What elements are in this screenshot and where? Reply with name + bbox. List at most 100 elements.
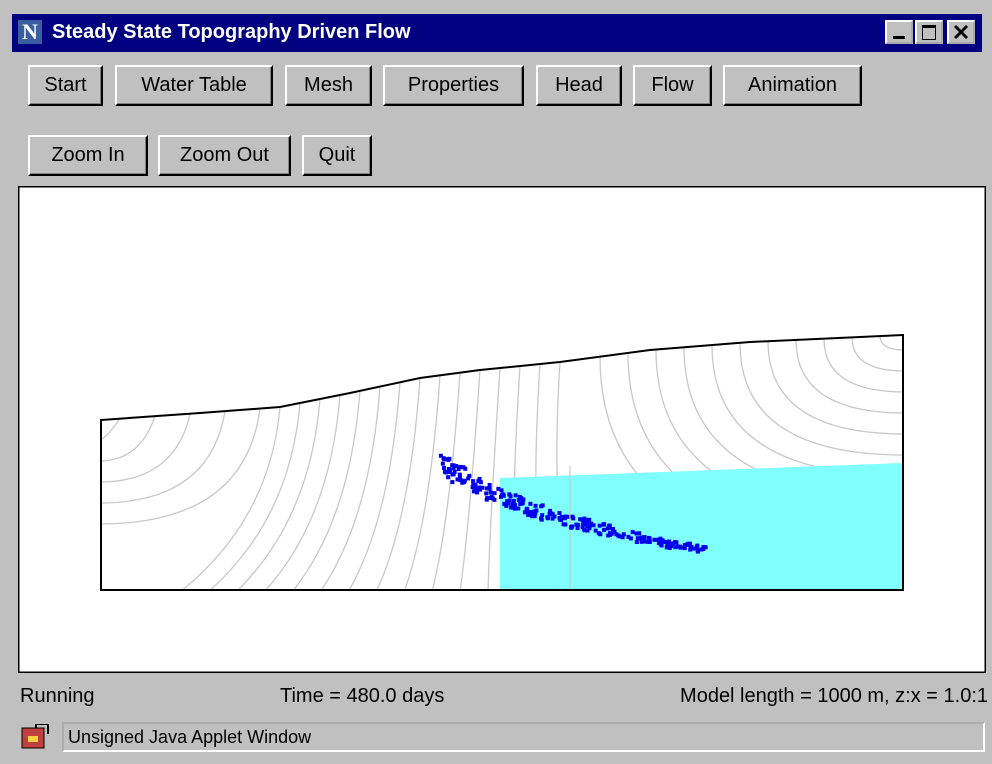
minimize-button[interactable] bbox=[885, 20, 913, 44]
model-canvas bbox=[18, 186, 986, 673]
particle bbox=[642, 535, 647, 540]
particle bbox=[694, 544, 699, 549]
particle bbox=[521, 497, 526, 502]
particle bbox=[507, 492, 512, 497]
particle bbox=[646, 535, 651, 540]
particle bbox=[487, 482, 492, 487]
particle bbox=[499, 494, 504, 499]
particle bbox=[558, 517, 563, 522]
toolbar-button[interactable]: Quit bbox=[302, 135, 372, 176]
particle bbox=[496, 486, 501, 491]
particle bbox=[585, 528, 590, 533]
toolbar-button[interactable]: Head bbox=[536, 65, 622, 106]
contour bbox=[375, 377, 421, 590]
particle bbox=[634, 540, 639, 545]
particle bbox=[511, 498, 516, 503]
particle bbox=[440, 461, 445, 466]
particle bbox=[512, 503, 517, 508]
particle bbox=[578, 517, 583, 522]
particle bbox=[488, 495, 493, 500]
toolbar-button[interactable]: Zoom In bbox=[28, 135, 148, 176]
particle bbox=[532, 509, 537, 514]
particle bbox=[475, 490, 480, 495]
particle bbox=[643, 539, 648, 544]
contour bbox=[101, 408, 261, 525]
particle bbox=[699, 547, 704, 552]
contour bbox=[431, 372, 461, 590]
particle bbox=[612, 529, 617, 534]
contour bbox=[823, 338, 903, 393]
particle bbox=[660, 539, 665, 544]
particle bbox=[580, 517, 585, 522]
particle bbox=[516, 506, 521, 511]
particle bbox=[587, 526, 592, 531]
particle bbox=[456, 467, 461, 472]
particle bbox=[480, 485, 485, 490]
contour bbox=[101, 413, 191, 483]
particle bbox=[488, 490, 493, 495]
toolbar-button[interactable]: Properties bbox=[383, 65, 524, 106]
particle bbox=[485, 486, 490, 491]
particle bbox=[476, 479, 481, 484]
particle bbox=[471, 479, 476, 484]
toolbar-button[interactable]: Zoom Out bbox=[158, 135, 291, 176]
particle bbox=[582, 516, 587, 521]
particle bbox=[550, 516, 555, 521]
particle bbox=[507, 498, 512, 503]
particle bbox=[528, 501, 533, 506]
particle bbox=[550, 511, 555, 516]
contour bbox=[767, 341, 903, 435]
particle bbox=[621, 532, 626, 537]
particle bbox=[454, 464, 459, 469]
particle bbox=[557, 511, 562, 516]
particle bbox=[470, 485, 475, 490]
particle bbox=[478, 487, 483, 492]
particle bbox=[634, 531, 639, 536]
contour bbox=[291, 390, 361, 590]
particle bbox=[547, 511, 552, 516]
particle bbox=[688, 546, 693, 551]
particle bbox=[467, 473, 472, 478]
particle bbox=[473, 482, 478, 487]
particle bbox=[471, 489, 476, 494]
toolbar-button[interactable]: Flow bbox=[633, 65, 712, 106]
particle bbox=[575, 526, 580, 531]
particle bbox=[670, 541, 675, 546]
contour bbox=[207, 402, 301, 590]
toolbar-button[interactable]: Start bbox=[28, 65, 103, 106]
particle bbox=[673, 545, 678, 550]
particle bbox=[444, 470, 449, 475]
particle bbox=[666, 539, 671, 544]
particle bbox=[581, 520, 586, 525]
maximize-button[interactable] bbox=[915, 20, 943, 44]
particle bbox=[540, 513, 545, 518]
particle bbox=[593, 528, 598, 533]
particle bbox=[591, 523, 596, 528]
particle bbox=[458, 464, 463, 469]
contour bbox=[459, 369, 481, 590]
particle bbox=[447, 469, 452, 474]
particle bbox=[639, 537, 644, 542]
particle bbox=[645, 539, 650, 544]
particle bbox=[508, 505, 513, 510]
particle bbox=[477, 476, 482, 481]
particle bbox=[455, 477, 460, 482]
toolbar-button[interactable]: Mesh bbox=[285, 65, 372, 106]
particle bbox=[438, 453, 443, 458]
particle bbox=[474, 487, 479, 492]
toolbar-button[interactable]: Water Table bbox=[115, 65, 273, 106]
contour bbox=[851, 337, 903, 372]
status-model: Model length = 1000 m, z:x = 1.0:1 bbox=[680, 685, 988, 707]
particle bbox=[548, 508, 553, 513]
contour bbox=[739, 342, 903, 456]
particle bbox=[574, 522, 579, 527]
particle bbox=[520, 501, 525, 506]
particle bbox=[442, 457, 447, 462]
particle bbox=[628, 536, 633, 541]
particle bbox=[652, 537, 657, 542]
close-button[interactable] bbox=[947, 20, 975, 44]
particle bbox=[526, 512, 531, 517]
contour bbox=[101, 415, 156, 462]
toolbar-button[interactable]: Animation bbox=[723, 65, 862, 106]
